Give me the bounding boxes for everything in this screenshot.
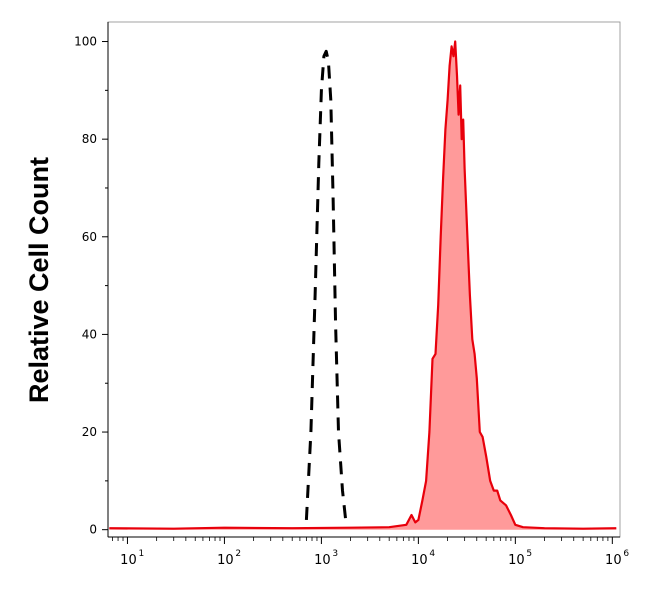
- x-tick-label: 10: [217, 553, 234, 568]
- x-tick-label: 10: [508, 553, 525, 568]
- control-histogram-line: [304, 49, 348, 525]
- plot-frame: [107, 21, 621, 538]
- x-tick-exponent: 5: [526, 549, 532, 559]
- stained-histogram-line: [109, 40, 617, 530]
- y-tick-label: 20: [82, 425, 97, 439]
- x-tick-exponent: 4: [429, 549, 435, 559]
- y-tick-label: 80: [82, 132, 97, 146]
- x-tick-exponent: 3: [332, 549, 338, 559]
- y-tick-label: 0: [89, 523, 97, 537]
- y-tick-label: 100: [74, 35, 97, 49]
- y-tick-label: 40: [82, 327, 97, 341]
- x-tick-exponent: 6: [623, 549, 629, 559]
- plot-area: [109, 40, 617, 530]
- x-tick-label: 10: [120, 553, 137, 568]
- x-tick-label: 10: [605, 553, 622, 568]
- y-axis-label: Relative Cell Count: [24, 157, 54, 403]
- stained-histogram-fill: [109, 41, 617, 530]
- y-tick-label: 60: [82, 230, 97, 244]
- x-tick-label: 10: [411, 553, 428, 568]
- x-tick-exponent: 1: [138, 549, 144, 559]
- x-tick-label: 10: [314, 553, 331, 568]
- x-tick-exponent: 2: [235, 549, 241, 559]
